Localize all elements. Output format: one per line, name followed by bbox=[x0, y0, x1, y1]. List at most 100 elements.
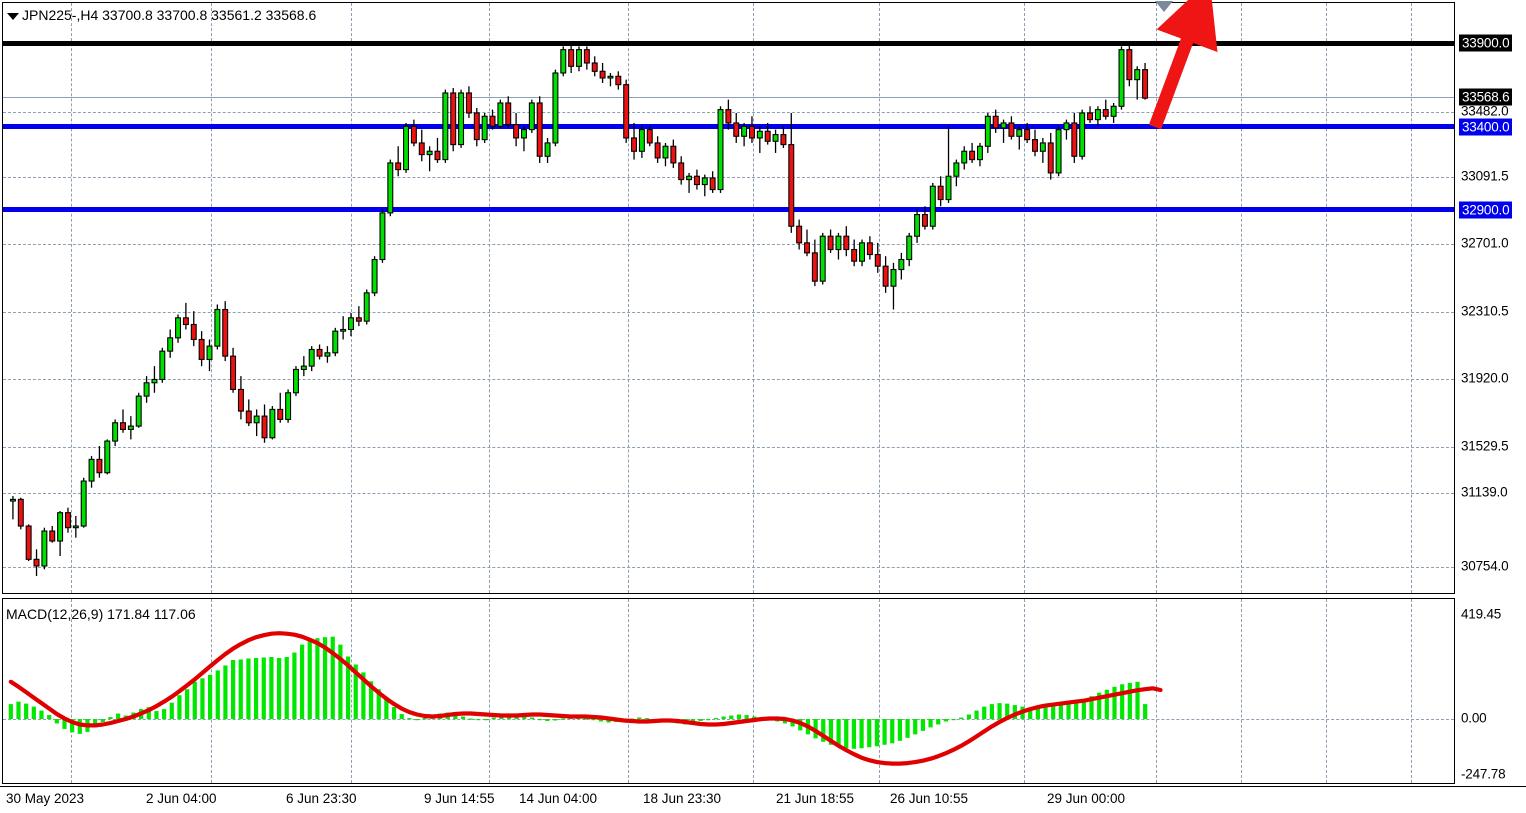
macd-signal-line bbox=[8, 631, 1163, 766]
macd-histogram-bar bbox=[361, 672, 366, 719]
candle-body-bullish bbox=[292, 368, 299, 394]
macd-histogram-bar bbox=[1143, 704, 1148, 719]
candle-body-bearish bbox=[316, 348, 323, 357]
candle-body-bullish bbox=[906, 235, 913, 261]
macd-histogram-bar bbox=[966, 714, 971, 719]
candle-body-bullish bbox=[662, 145, 669, 159]
candle-body-bullish bbox=[1134, 69, 1141, 81]
candle-body-bullish bbox=[41, 530, 48, 567]
price-scale-label: 32900.0 bbox=[1459, 201, 1513, 219]
candle-body-bullish bbox=[127, 425, 134, 430]
grid-line-vertical bbox=[1411, 3, 1412, 593]
price-scale-label: 33091.5 bbox=[1461, 168, 1509, 184]
macd-histogram-bar bbox=[376, 689, 381, 719]
candle-body-bullish bbox=[135, 395, 142, 427]
grid-line-vertical bbox=[753, 599, 754, 783]
macd-histogram-bar bbox=[859, 719, 864, 749]
level-line-33900-0[interactable] bbox=[3, 41, 1454, 46]
macd-histogram-bar bbox=[606, 719, 611, 723]
time-axis-label: 30 May 2023 bbox=[6, 791, 85, 806]
candle-body-bearish bbox=[536, 102, 543, 157]
triangle-down-icon[interactable] bbox=[7, 13, 19, 20]
macd-scale-label: 419.45 bbox=[1461, 606, 1502, 622]
level-line-32900-0[interactable] bbox=[3, 207, 1454, 212]
candle-body-bearish bbox=[96, 458, 103, 474]
candle-body-bullish bbox=[214, 308, 221, 347]
candle-body-bullish bbox=[300, 365, 307, 371]
macd-plot-area[interactable] bbox=[3, 599, 1454, 783]
macd-histogram-bar bbox=[1135, 681, 1140, 719]
macd-histogram-bar bbox=[897, 719, 903, 741]
candle-body-bearish bbox=[182, 317, 189, 326]
macd-histogram-bar bbox=[874, 719, 880, 747]
macd-histogram-bar bbox=[261, 657, 266, 719]
candle-body-bullish bbox=[929, 185, 936, 227]
macd-histogram-bar bbox=[828, 719, 834, 745]
macd-scale[interactable]: 419.45 0.00 -247.78 bbox=[1457, 0, 1526, 813]
macd-histogram-bar bbox=[338, 644, 343, 719]
grid-line-vertical bbox=[879, 3, 880, 593]
macd-histogram-bar bbox=[154, 711, 159, 719]
macd-histogram-bar bbox=[1089, 696, 1094, 719]
candle-body-bearish bbox=[646, 129, 653, 144]
candle-body-bearish bbox=[120, 422, 126, 430]
macd-histogram-bar bbox=[330, 636, 335, 719]
macd-histogram-bar bbox=[821, 719, 826, 742]
candle-body-bullish bbox=[104, 440, 111, 474]
macd-histogram-bar bbox=[1058, 704, 1063, 719]
candle-body-bearish bbox=[583, 49, 590, 64]
macd-histogram-bar bbox=[1005, 703, 1010, 719]
candle-body-bearish bbox=[1024, 129, 1031, 141]
macd-histogram-bar bbox=[560, 718, 565, 720]
candle-body-bullish bbox=[253, 415, 260, 424]
grid-line-vertical bbox=[753, 3, 754, 593]
candle-body-bearish bbox=[1047, 142, 1054, 174]
macd-series bbox=[8, 631, 1163, 766]
candle-body-bearish bbox=[992, 115, 999, 129]
candle-body-bearish bbox=[615, 75, 622, 86]
price-scale-label: 33568.6 bbox=[1459, 88, 1513, 106]
macd-histogram-bar bbox=[16, 701, 21, 719]
macd-histogram-bar bbox=[959, 717, 964, 719]
macd-histogram-bar bbox=[207, 674, 213, 719]
macd-histogram-bar bbox=[253, 658, 259, 719]
price-scale-label: 30754.0 bbox=[1461, 558, 1509, 574]
candle-body-bullish bbox=[890, 268, 897, 287]
price-scale[interactable]: 33900.0 33568.6 33482.0 33400.0 33091.5 32900… bbox=[1457, 0, 1526, 598]
candle-body-bullish bbox=[1110, 105, 1117, 117]
macd-histogram-bar bbox=[920, 719, 926, 731]
macd-histogram-bar bbox=[39, 710, 44, 719]
macd-histogram-bar bbox=[70, 719, 75, 733]
macd-histogram-bar bbox=[146, 707, 151, 719]
macd-histogram-bar bbox=[307, 639, 312, 719]
price-scale-label: 31920.0 bbox=[1461, 370, 1509, 386]
candle-body-bullish bbox=[9, 498, 16, 502]
candlestick-series bbox=[9, 41, 1149, 576]
macd-histogram-bar bbox=[62, 719, 67, 729]
candle-body-bullish bbox=[387, 162, 394, 214]
macd-histogram-bar bbox=[238, 659, 243, 719]
price-plot-area[interactable] bbox=[3, 3, 1454, 593]
candle-body-bearish bbox=[410, 125, 417, 144]
candle-body-bearish bbox=[827, 235, 834, 251]
candle-body-bullish bbox=[756, 130, 763, 139]
macd-panel[interactable] bbox=[2, 598, 1455, 784]
candle-body-bearish bbox=[969, 150, 976, 161]
macd-histogram-bar bbox=[177, 695, 182, 719]
candle-body-bearish bbox=[395, 162, 402, 171]
macd-histogram-bar bbox=[752, 716, 757, 719]
macd-histogram-bar bbox=[292, 652, 297, 719]
candle-body-bullish bbox=[159, 350, 166, 381]
macd-histogram-bar bbox=[8, 704, 13, 719]
time-axis[interactable]: 30 May 2023 2 Jun 04:00 6 Jun 23:30 9 Jun 1… bbox=[0, 786, 1526, 813]
macd-histogram-bar bbox=[223, 665, 228, 719]
candle-body-bullish bbox=[914, 214, 921, 237]
macd-histogram-bar bbox=[1097, 692, 1102, 719]
macd-histogram-bar bbox=[1081, 699, 1086, 719]
candle-body-bullish bbox=[348, 317, 354, 331]
candle-body-bullish bbox=[481, 115, 488, 141]
candle-body-bullish bbox=[686, 175, 693, 181]
macd-histogram-bar bbox=[790, 719, 795, 727]
macd-histogram-bar bbox=[890, 719, 895, 744]
price-chart-panel[interactable] bbox=[2, 2, 1455, 594]
